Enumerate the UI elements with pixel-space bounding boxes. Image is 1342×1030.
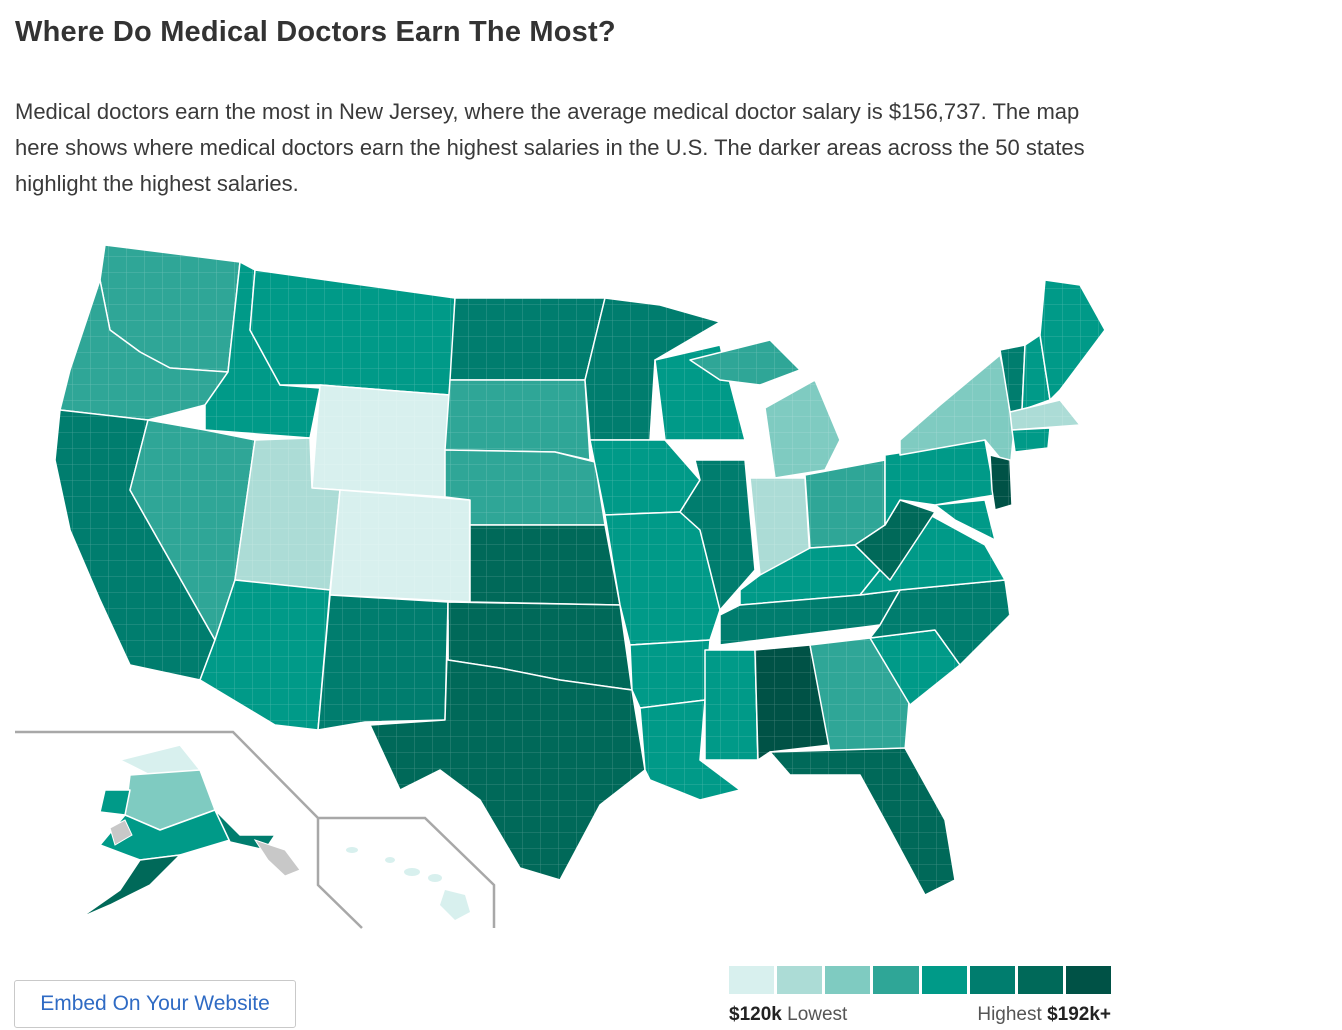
legend-swatch-2 <box>777 966 823 994</box>
legend-swatch-7 <box>1017 966 1063 994</box>
legend-swatch-4 <box>873 966 919 994</box>
legend-color-scale <box>729 966 1111 994</box>
legend-swatch-3 <box>825 966 871 994</box>
state-montana[interactable] <box>249 269 456 396</box>
state-iowa[interactable] <box>589 439 701 516</box>
state-arkansas[interactable] <box>629 639 711 709</box>
state-mississippi[interactable] <box>704 649 759 761</box>
legend-swatch-1 <box>729 966 775 994</box>
legend-swatch-8 <box>1065 966 1111 994</box>
legend-low: $120k Lowest <box>729 1004 847 1026</box>
state-new-jersey[interactable] <box>989 454 1013 511</box>
legend-swatch-6 <box>969 966 1015 994</box>
state-north-dakota[interactable] <box>449 297 606 381</box>
us-salary-map <box>0 230 1130 940</box>
description: Medical doctors earn the most in New Jer… <box>15 99 1085 196</box>
state-new-mexico[interactable] <box>317 594 449 731</box>
inset-border <box>15 730 496 929</box>
state-connecticut[interactable] <box>1011 427 1051 453</box>
state-maine[interactable] <box>1039 279 1106 401</box>
page-title: Where Do Medical Doctors Earn The Most? <box>15 16 616 48</box>
state-colorado[interactable] <box>329 489 471 603</box>
state-alaska[interactable] <box>79 744 301 919</box>
embed-button[interactable]: Embed On Your Website <box>14 980 296 1028</box>
salary-legend: $120k Lowest Highest $192k+ <box>729 966 1111 1026</box>
legend-high-label: Highest <box>977 1004 1042 1025</box>
state-florida[interactable] <box>769 747 956 896</box>
legend-low-label: Lowest <box>787 1004 848 1025</box>
legend-swatch-5 <box>921 966 967 994</box>
state-michigan[interactable] <box>764 379 841 479</box>
state-kansas[interactable] <box>469 524 621 606</box>
legend-low-value: $120k <box>729 1004 782 1025</box>
state-south-dakota[interactable] <box>444 379 591 461</box>
legend-high: Highest $192k+ <box>977 1004 1111 1026</box>
legend-high-value: $192k+ <box>1047 1004 1111 1025</box>
state-wyoming[interactable] <box>311 384 451 498</box>
state-hawaii[interactable] <box>346 847 470 920</box>
